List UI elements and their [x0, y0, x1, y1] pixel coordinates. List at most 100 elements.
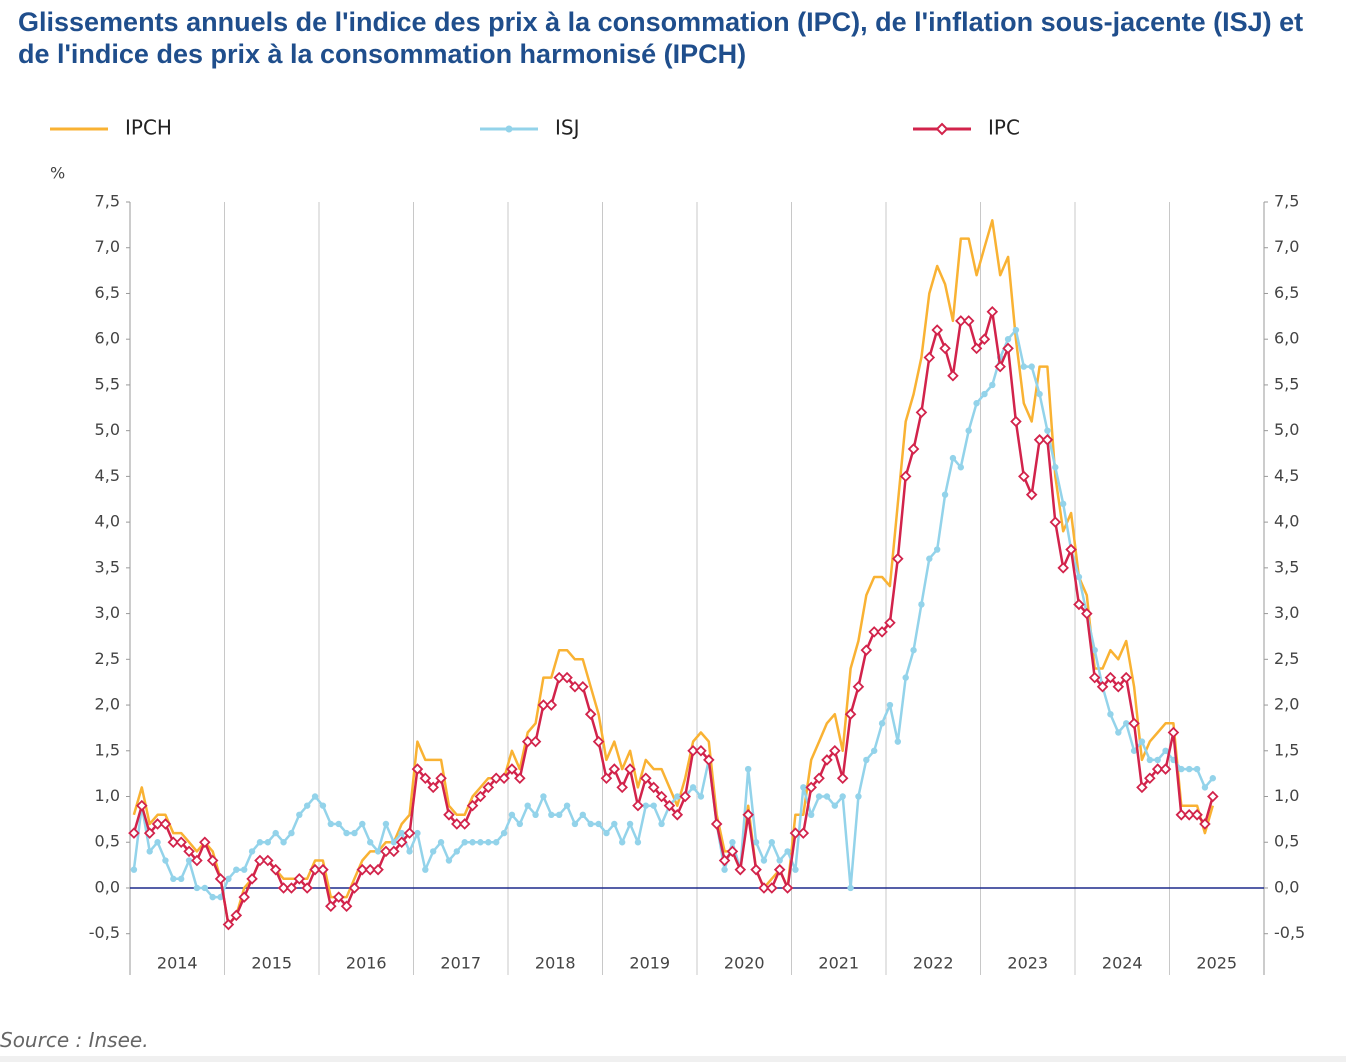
data-point [327, 820, 335, 828]
data-point [1185, 765, 1193, 773]
data-point [1028, 363, 1035, 370]
data-point [860, 644, 873, 656]
data-point [750, 863, 762, 876]
x-tick-label: 2025 [1196, 954, 1237, 973]
data-point [445, 857, 453, 864]
data-point [248, 848, 256, 855]
y-tick-label: -0,5 [89, 923, 120, 942]
data-point [398, 829, 405, 837]
y-tick-label: 6,0 [95, 329, 120, 348]
y2-tick-label: 7,5 [1274, 192, 1299, 211]
data-point [658, 820, 665, 828]
data-point [569, 680, 581, 693]
data-point [1044, 427, 1051, 434]
source: Source : Insee. [0, 1028, 149, 1052]
data-point [469, 839, 476, 846]
data-point [855, 793, 862, 800]
data-point [506, 763, 518, 775]
x-tick-label: 2018 [535, 954, 576, 973]
data-point [435, 772, 447, 784]
data-point [1136, 781, 1148, 794]
data-point [240, 866, 248, 873]
data-point [1075, 573, 1083, 581]
data-point [296, 811, 303, 819]
x-tick-label: 2020 [724, 954, 765, 973]
data-point [973, 400, 980, 407]
legend-marker [505, 125, 513, 133]
data-point [272, 829, 279, 837]
data-point [577, 680, 589, 693]
x-tick-label: 2023 [1007, 954, 1048, 973]
data-point [742, 809, 754, 821]
data-point [477, 839, 484, 846]
data-point [721, 866, 728, 873]
y2-tick-label: 6,5 [1274, 283, 1299, 302]
data-point [697, 793, 705, 800]
data-point [288, 829, 295, 837]
data-point [382, 820, 390, 828]
y-axis-label: % [50, 164, 65, 183]
data-point [555, 811, 563, 819]
data-point [1199, 818, 1211, 830]
data-point [1036, 390, 1043, 398]
data-point [926, 555, 933, 562]
data-point [1193, 765, 1201, 773]
data-point [1010, 415, 1022, 428]
data-point [262, 854, 274, 867]
data-point [839, 793, 846, 800]
data-point [823, 793, 831, 800]
data-point [348, 882, 361, 894]
data-point [128, 827, 140, 839]
data-point [978, 333, 991, 345]
x-tick-label: 2024 [1102, 954, 1143, 973]
data-point [466, 799, 479, 812]
data-point [1115, 729, 1122, 736]
chart: % 2014 2015 2016 2017 2018 2019 2020 2021 2022 20… [50, 116, 1305, 975]
data-point [624, 763, 636, 775]
data-point [831, 802, 839, 809]
data-point [563, 802, 571, 809]
y-tick-label: 5,5 [95, 374, 120, 393]
data-point [718, 854, 731, 867]
data-point [529, 735, 542, 748]
x-tick-label: 2021 [818, 954, 859, 973]
legend-label: IPC [988, 116, 1020, 140]
data-point [485, 839, 492, 846]
data-point [238, 891, 250, 903]
data-point [587, 820, 594, 828]
data-point [343, 829, 350, 837]
data-point [907, 443, 920, 455]
data-point [317, 863, 329, 876]
data-point [524, 802, 531, 809]
data-point [143, 827, 156, 839]
data-point [1144, 772, 1156, 784]
data-point [595, 820, 602, 828]
legend-label: ISJ [555, 116, 580, 140]
y-tick-label: 3,0 [95, 603, 120, 622]
data-point [1065, 543, 1077, 556]
data-point [640, 772, 652, 784]
data-point [671, 809, 684, 821]
data-point [492, 839, 500, 846]
series-line [132, 219, 1215, 926]
data-point [136, 799, 148, 812]
data-point [264, 839, 272, 846]
data-point [931, 324, 943, 336]
data-point [923, 351, 936, 364]
x-tick-label: 2014 [157, 954, 198, 973]
data-point [886, 701, 894, 709]
data-point [209, 893, 216, 901]
data-point [1059, 500, 1067, 508]
data-point [254, 854, 266, 867]
data-point [516, 820, 524, 828]
data-point [380, 845, 392, 858]
data-point [1018, 470, 1030, 483]
data-point [1162, 747, 1169, 754]
y-tick-label: 2,0 [95, 695, 120, 714]
data-point [540, 793, 547, 800]
data-point [411, 763, 424, 775]
data-point [579, 811, 587, 819]
data-point [616, 781, 628, 794]
data-point [571, 820, 579, 828]
